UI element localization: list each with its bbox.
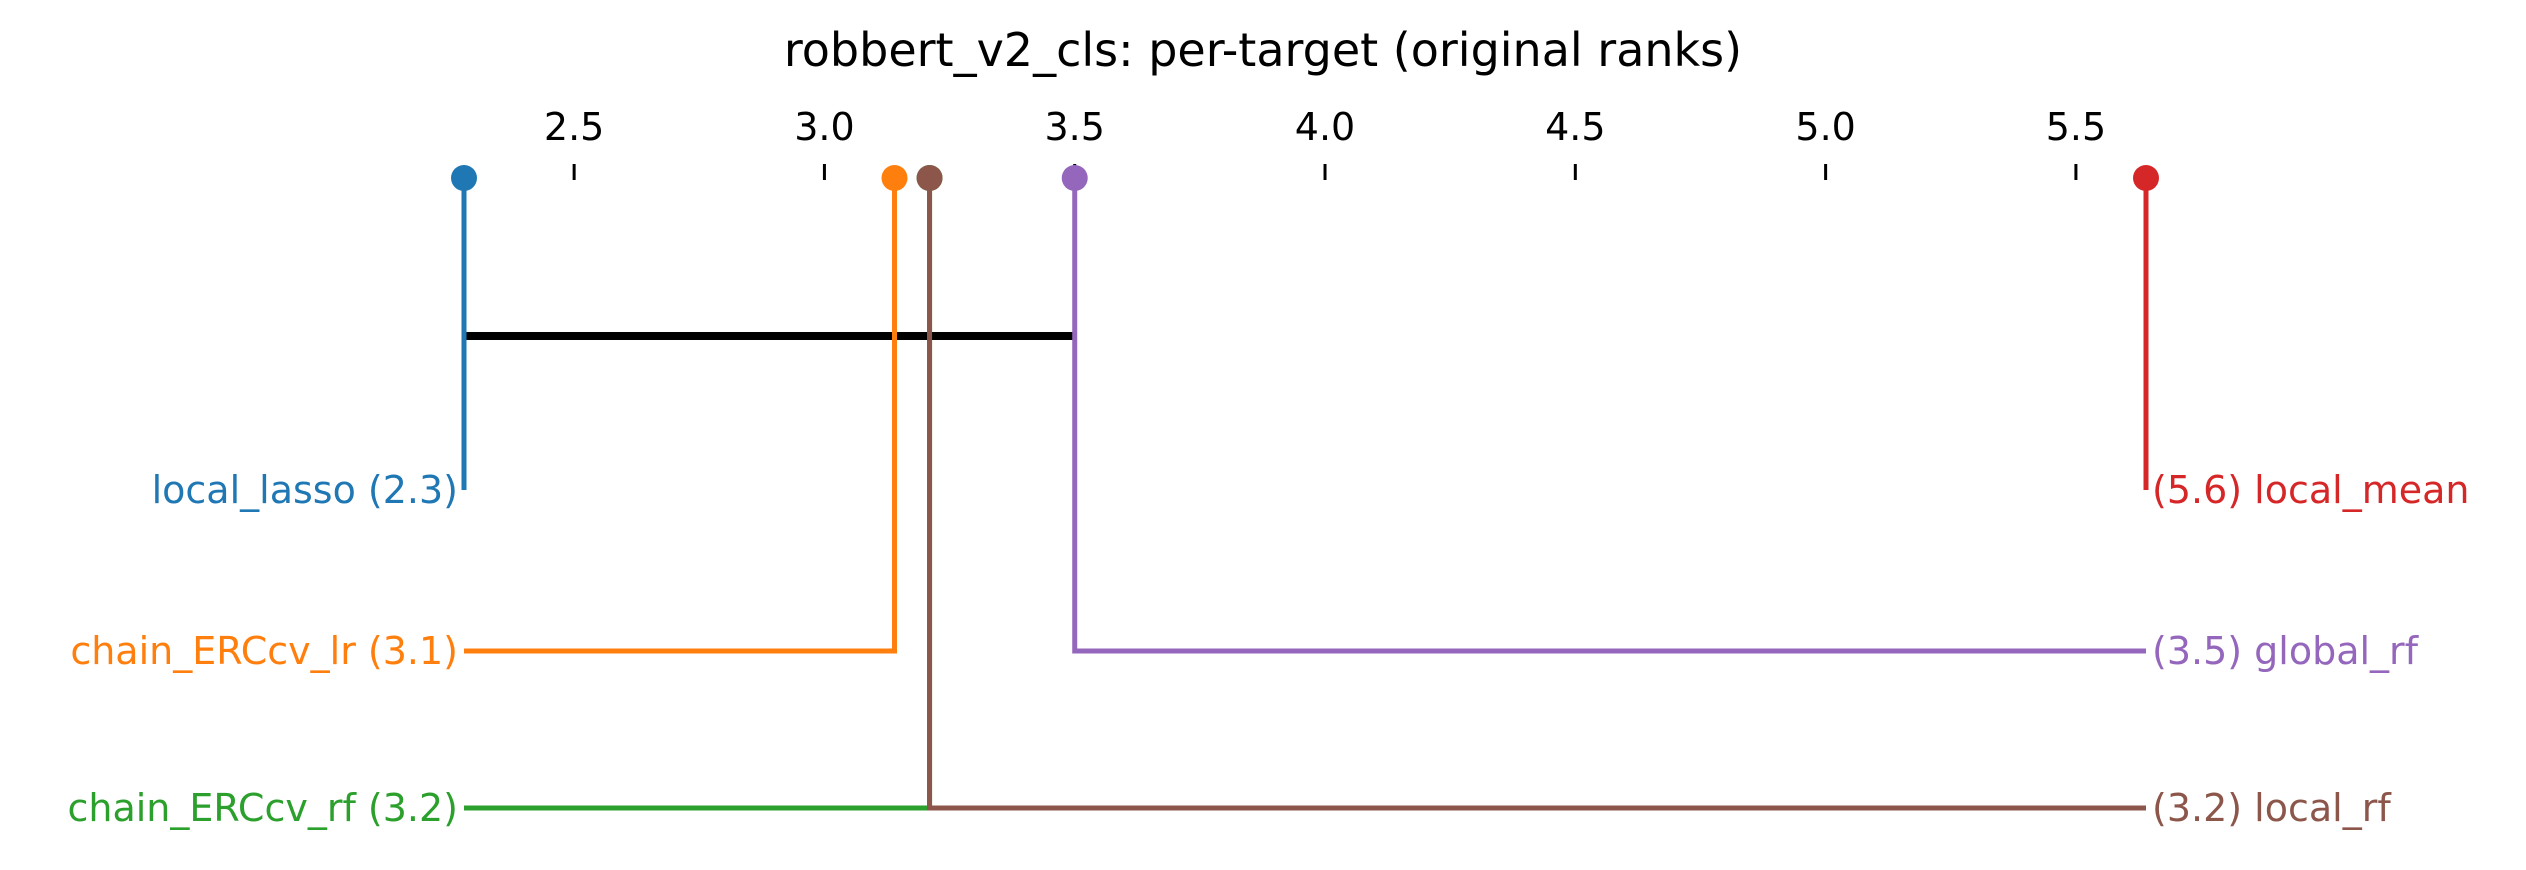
axis-tick-label: 5.0	[1795, 105, 1855, 149]
axis-tick-label: 4.0	[1295, 105, 1355, 149]
connector-local_rf	[927, 180, 2146, 811]
rank-marker-chain_ERCcv_lr	[881, 165, 908, 191]
method-labels: local_lasso (2.3) chain_ERCcv_lr (3.1) cha…	[67, 468, 2469, 830]
chart-title: robbert_v2_cls: per-target (original ran…	[784, 23, 1742, 77]
method-label-chain_ERCcv_rf: chain_ERCcv_rf (3.2)	[67, 786, 458, 830]
method-label-chain_ERCcv_lr: chain_ERCcv_lr (3.1)	[70, 629, 458, 673]
rank-markers	[451, 165, 2159, 191]
connector-chain_ERCcv_lr	[464, 180, 898, 654]
method-label-local_mean: (5.6) local_mean	[2152, 468, 2469, 512]
axis-tick-label: 5.5	[2046, 105, 2106, 149]
method-label-global_rf: (3.5) global_rf	[2152, 629, 2420, 673]
rank-marker-local_rf	[916, 165, 943, 191]
axis-tick-label: 3.5	[1045, 105, 1105, 149]
axis-tick-label: 3.0	[794, 105, 854, 149]
rank-marker-global_rf	[1061, 165, 1088, 191]
method-label-local_rf: (3.2) local_rf	[2152, 786, 2392, 830]
connector-global_rf	[1072, 180, 2146, 654]
method-label-local_lasso: local_lasso (2.3)	[152, 468, 458, 512]
rank-marker-local_mean	[2133, 165, 2159, 191]
rank-axis: 2.5 3.0 3.5 4.0 4.5 5.0 5.5	[544, 105, 2106, 180]
rank-marker-local_lasso	[451, 165, 477, 191]
axis-tick-label: 4.5	[1545, 105, 1605, 149]
connector-chain_ERCcv_rf	[464, 180, 933, 811]
axis-tick-label: 2.5	[544, 105, 604, 149]
method-connectors	[461, 180, 2149, 811]
